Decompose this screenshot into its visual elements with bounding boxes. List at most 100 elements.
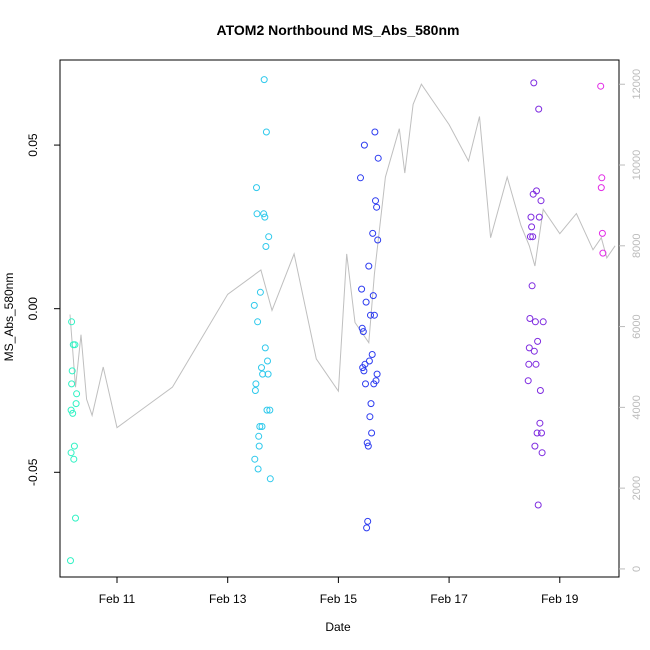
data-point bbox=[535, 213, 543, 221]
data-point bbox=[535, 105, 543, 113]
y2-tick-label: 4000 bbox=[631, 395, 643, 419]
data-point bbox=[374, 236, 382, 244]
data-point bbox=[256, 288, 264, 296]
x-tick-label: Feb 19 bbox=[541, 592, 579, 606]
data-point bbox=[365, 262, 373, 270]
data-point bbox=[361, 360, 369, 368]
data-point bbox=[365, 357, 373, 365]
data-point bbox=[255, 442, 263, 450]
data-point bbox=[371, 128, 379, 136]
data-point bbox=[253, 184, 260, 192]
data-point bbox=[363, 524, 371, 532]
data-point bbox=[525, 344, 533, 352]
data-point bbox=[260, 210, 268, 218]
data-point bbox=[525, 360, 533, 368]
data-point bbox=[599, 249, 607, 257]
data-point bbox=[358, 324, 366, 332]
data-point bbox=[528, 223, 536, 231]
secondary-line-layer bbox=[69, 83, 616, 429]
data-point bbox=[70, 442, 78, 450]
data-point bbox=[73, 390, 81, 398]
data-point bbox=[363, 439, 371, 447]
data-point bbox=[598, 174, 606, 182]
data-point bbox=[261, 344, 269, 352]
data-point bbox=[251, 455, 259, 463]
data-point bbox=[252, 380, 260, 388]
data-point bbox=[531, 318, 539, 326]
data-point bbox=[258, 364, 265, 372]
data-point bbox=[262, 128, 270, 136]
data-point bbox=[266, 475, 274, 483]
data-point bbox=[67, 406, 75, 414]
secondary-series-line bbox=[69, 83, 616, 429]
y2-tick-label: 2000 bbox=[631, 476, 643, 500]
data-point bbox=[536, 419, 544, 427]
points-layer bbox=[67, 76, 607, 565]
data-point bbox=[266, 406, 274, 414]
data-point bbox=[537, 197, 545, 205]
data-point bbox=[68, 367, 76, 375]
data-point bbox=[534, 337, 542, 345]
data-point bbox=[524, 377, 532, 385]
y-tick-label: 0.05 bbox=[26, 133, 40, 157]
secondary-y-axis: 0 2000 4000 6000 8000 10000 12000 bbox=[619, 69, 643, 572]
data-point bbox=[264, 370, 272, 378]
data-point bbox=[357, 174, 364, 182]
data-point bbox=[67, 557, 74, 565]
data-point bbox=[531, 442, 539, 450]
data-point bbox=[367, 400, 375, 408]
data-point bbox=[69, 409, 77, 417]
data-point bbox=[67, 449, 75, 457]
data-point bbox=[362, 380, 369, 388]
data-point bbox=[364, 517, 372, 525]
data-point bbox=[251, 387, 259, 394]
data-point bbox=[254, 318, 262, 326]
y-tick-label: 0.00 bbox=[26, 297, 40, 321]
data-point bbox=[250, 301, 258, 309]
data-point bbox=[539, 318, 547, 326]
data-point bbox=[254, 465, 262, 473]
data-point bbox=[527, 213, 535, 221]
data-point bbox=[530, 79, 538, 87]
chart-title: ATOM2 Northbound MS_Abs_580nm bbox=[217, 22, 460, 38]
data-point bbox=[530, 347, 538, 355]
data-point bbox=[360, 367, 368, 375]
y2-tick-label: 6000 bbox=[631, 314, 643, 338]
y-tick-label: -0.05 bbox=[26, 458, 40, 486]
x-axis: Feb 11 Feb 13 Feb 15 Feb 17 Feb 19 bbox=[99, 577, 579, 606]
data-point bbox=[72, 514, 79, 522]
data-point bbox=[362, 298, 370, 306]
x-tick-label: Feb 17 bbox=[430, 592, 468, 606]
x-tick-label: Feb 11 bbox=[99, 592, 136, 606]
data-point bbox=[261, 213, 269, 221]
data-point bbox=[373, 370, 381, 378]
data-point bbox=[262, 243, 270, 250]
data-point bbox=[526, 315, 534, 322]
data-point bbox=[255, 432, 263, 440]
data-point bbox=[253, 210, 261, 218]
data-point bbox=[256, 423, 264, 430]
data-point bbox=[597, 82, 605, 90]
data-point bbox=[68, 318, 76, 326]
data-point bbox=[532, 360, 540, 368]
data-point bbox=[526, 233, 534, 241]
data-point bbox=[72, 400, 80, 408]
x-tick-label: Feb 13 bbox=[209, 592, 247, 606]
data-point bbox=[370, 311, 378, 319]
data-point bbox=[364, 442, 372, 450]
data-point bbox=[598, 229, 606, 237]
data-point bbox=[368, 351, 376, 358]
data-point bbox=[367, 311, 374, 319]
data-point bbox=[528, 282, 536, 290]
data-point bbox=[358, 285, 366, 293]
data-point bbox=[369, 229, 377, 237]
y2-tick-label: 0 bbox=[631, 566, 643, 572]
y-axis: -0.05 0.00 0.05 bbox=[26, 133, 60, 486]
data-point bbox=[359, 328, 367, 336]
data-point bbox=[529, 233, 537, 241]
data-point bbox=[263, 406, 271, 414]
data-point bbox=[533, 187, 540, 195]
data-point bbox=[360, 141, 368, 149]
data-point bbox=[372, 377, 380, 385]
